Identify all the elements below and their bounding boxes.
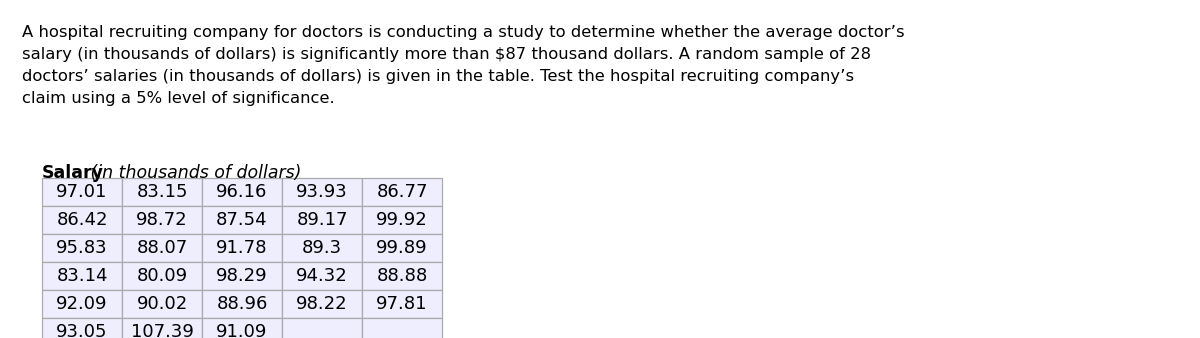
Text: 93.93: 93.93 [296,183,348,201]
Text: 83.15: 83.15 [137,183,187,201]
Bar [122,234,202,262]
Bar [122,290,202,318]
Bar [282,262,362,290]
Text: claim using a 5% level of significance.: claim using a 5% level of significance. [22,91,335,106]
Text: 88.88: 88.88 [377,267,427,285]
Text: 97.01: 97.01 [56,183,108,201]
Bar [42,178,122,206]
Bar [42,262,122,290]
Bar [42,206,122,234]
Bar [362,178,442,206]
Bar [362,234,442,262]
Text: 86.77: 86.77 [377,183,427,201]
Bar [282,318,362,338]
Text: 96.16: 96.16 [216,183,268,201]
Text: 93.05: 93.05 [56,323,108,338]
Text: 98.22: 98.22 [296,295,348,313]
Bar [122,318,202,338]
Text: 107.39: 107.39 [131,323,193,338]
Text: 98.72: 98.72 [136,211,188,229]
Text: 91.78: 91.78 [216,239,268,257]
Bar [202,290,282,318]
Text: 94.32: 94.32 [296,267,348,285]
Text: 98.29: 98.29 [216,267,268,285]
Text: 88.96: 88.96 [216,295,268,313]
Text: salary (in thousands of dollars) is significantly more than $87 thousand dollars: salary (in thousands of dollars) is sign… [22,47,871,62]
Text: 97.81: 97.81 [377,295,427,313]
Bar [202,206,282,234]
Bar [362,262,442,290]
Text: A hospital recruiting company for doctors is conducting a study to determine whe: A hospital recruiting company for doctor… [22,25,905,40]
Bar [362,290,442,318]
Bar [42,318,122,338]
Bar [202,318,282,338]
Text: Salary: Salary [42,164,104,182]
Bar [122,262,202,290]
Text: (in thousands of dollars): (in thousands of dollars) [85,164,301,182]
Text: 99.92: 99.92 [376,211,428,229]
Bar [42,234,122,262]
Bar [122,178,202,206]
Text: 90.02: 90.02 [137,295,187,313]
Bar [42,290,122,318]
Text: 86.42: 86.42 [56,211,108,229]
Text: 87.54: 87.54 [216,211,268,229]
Text: 80.09: 80.09 [137,267,187,285]
Text: 83.14: 83.14 [56,267,108,285]
Bar [202,234,282,262]
Text: 99.89: 99.89 [376,239,428,257]
Bar [282,290,362,318]
Bar [122,206,202,234]
Text: 92.09: 92.09 [56,295,108,313]
Bar [282,178,362,206]
Text: 89.3: 89.3 [302,239,342,257]
Text: doctors’ salaries (in thousands of dollars) is given in the table. Test the hosp: doctors’ salaries (in thousands of dolla… [22,69,854,84]
Text: 89.17: 89.17 [296,211,348,229]
Text: 91.09: 91.09 [216,323,268,338]
Text: 88.07: 88.07 [137,239,187,257]
Bar [282,206,362,234]
Text: 95.83: 95.83 [56,239,108,257]
Bar [202,262,282,290]
Bar [282,234,362,262]
Bar [362,318,442,338]
Bar [202,178,282,206]
Bar [362,206,442,234]
